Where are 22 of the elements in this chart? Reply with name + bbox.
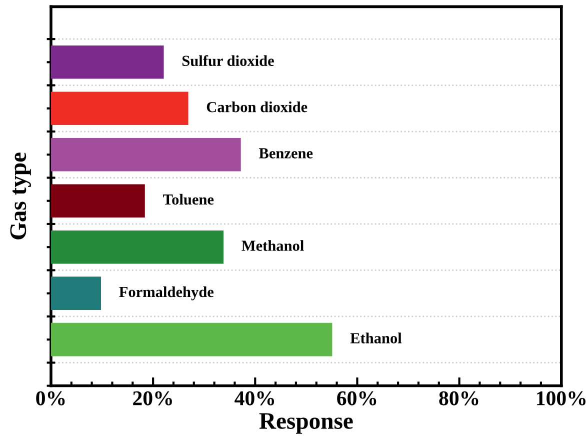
bar <box>50 46 164 79</box>
y-tick-label: Toluene <box>163 194 214 205</box>
x-tick-label: 60% <box>337 391 376 406</box>
y-tick-label: Formaldehyde <box>119 286 214 300</box>
y-tick-label: Carbon dioxide <box>206 101 308 112</box>
y-tick-label: Benzene <box>258 148 313 158</box>
x-tick-label: 40% <box>234 391 274 406</box>
y-tick-label: Methanol <box>242 240 304 251</box>
x-tick-label: 80% <box>439 391 478 406</box>
y-axis-title: Gas type <box>10 152 31 240</box>
x-tick-label: 0% <box>36 391 65 406</box>
x-axis-title: Response <box>259 413 353 434</box>
bar <box>50 92 188 126</box>
bar <box>50 184 145 218</box>
x-tick-label: 20% <box>133 391 172 406</box>
bar <box>50 230 224 264</box>
bar <box>50 322 332 356</box>
y-tick-label: Sulfur dioxide <box>182 55 274 66</box>
x-tick-label: 100% <box>537 391 586 406</box>
bar <box>50 138 241 172</box>
y-tick-label: Ethanol <box>350 332 402 344</box>
bar <box>50 276 101 310</box>
